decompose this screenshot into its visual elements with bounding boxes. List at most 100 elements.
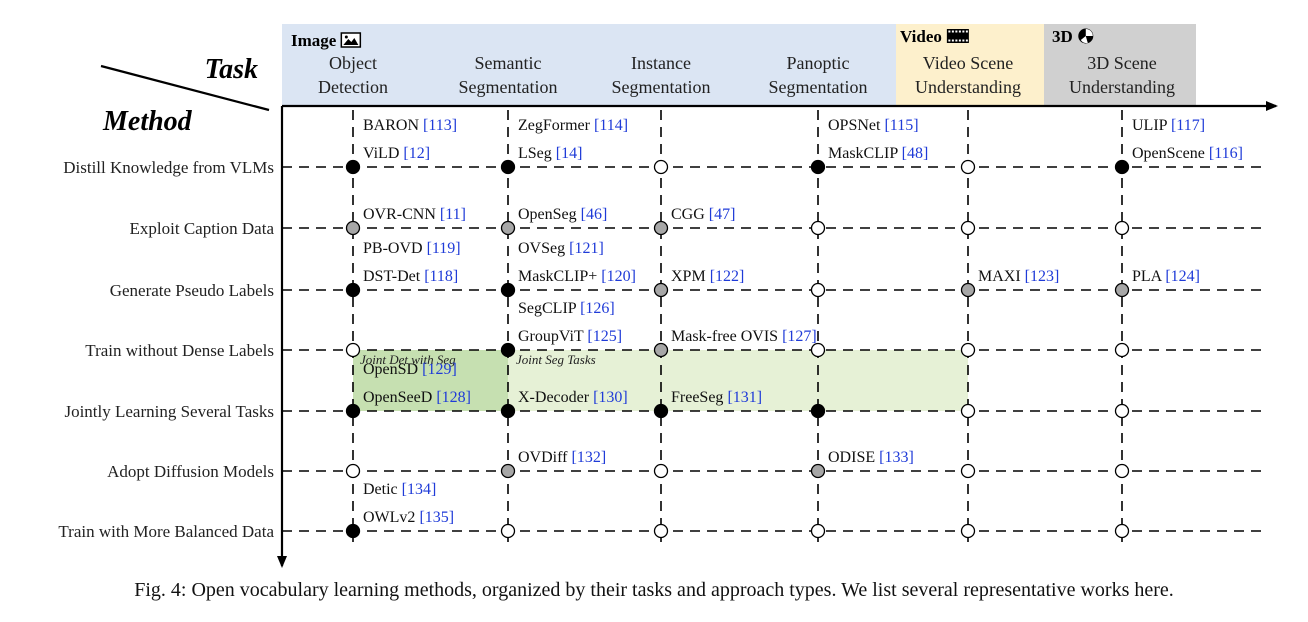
method-name: MaskCLIP bbox=[828, 145, 902, 162]
dot-black-r5-c3 bbox=[653, 403, 669, 419]
corner-diagonal-line bbox=[100, 64, 270, 112]
method-name: OWLv2 bbox=[363, 509, 419, 526]
dot-black-r1-c2 bbox=[500, 159, 516, 175]
task-axis-label: Task bbox=[205, 54, 258, 85]
method-name: Mask-free OVIS bbox=[671, 328, 782, 345]
citation-ref: [116] bbox=[1209, 145, 1243, 162]
dot-gray-r4-c3 bbox=[653, 342, 669, 358]
dot-white-r6-c3 bbox=[653, 463, 669, 479]
method-label-segclip: SegCLIP [126] bbox=[518, 300, 615, 317]
method-name: ULIP bbox=[1132, 117, 1171, 134]
column-header-video-scene-understanding-line1: Video Scene bbox=[923, 53, 1013, 73]
group-label-3d: 3D bbox=[1052, 27, 1073, 46]
column-header-3d-scene-understanding-line2: Understanding bbox=[1069, 77, 1175, 97]
method-name: GroupViT bbox=[518, 328, 587, 345]
method-label-x-decoder: X-Decoder [130] bbox=[518, 389, 628, 406]
method-name: MaskCLIP+ bbox=[518, 268, 601, 285]
dot-gray-r6-c2 bbox=[500, 463, 516, 479]
method-name: X-Decoder bbox=[518, 389, 593, 406]
dot-black-r5-c1 bbox=[345, 403, 361, 419]
joint-det-with-seg-region bbox=[353, 350, 508, 411]
citation-ref: [46] bbox=[581, 206, 608, 223]
globe-icon bbox=[1078, 28, 1094, 44]
method-label-pb-ovd: PB-OVD [119] bbox=[363, 240, 461, 257]
method-name: OpenSD bbox=[363, 361, 422, 378]
citation-ref: [118] bbox=[424, 268, 458, 285]
row-label-jointly-learning-several-tasks: Jointly Learning Several Tasks bbox=[64, 402, 274, 421]
method-label-xpm: XPM [122] bbox=[671, 268, 744, 285]
citation-ref: [121] bbox=[569, 240, 604, 257]
row-label-exploit-caption-data: Exploit Caption Data bbox=[130, 219, 275, 238]
method-name: OpenSeeD bbox=[363, 389, 436, 406]
method-name: XPM bbox=[671, 268, 710, 285]
column-header-instance-segmentation-line1: Instance bbox=[631, 53, 691, 73]
taxonomy-diagram: Image Video 3D Object Detection Semantic Segme… bbox=[58, 24, 1278, 568]
method-label-ulip: ULIP [117] bbox=[1132, 117, 1205, 134]
citation-ref: [11] bbox=[440, 206, 466, 223]
citation-ref: [127] bbox=[782, 328, 817, 345]
method-label-maxi: MAXI [123] bbox=[978, 268, 1059, 285]
dot-gray-r3-c3 bbox=[653, 282, 669, 298]
figure-caption: Fig. 4: Open vocabulary learning methods… bbox=[134, 579, 1174, 601]
dot-white-r4-c6 bbox=[1114, 342, 1130, 358]
method-label-odise: ODISE [133] bbox=[828, 449, 914, 466]
citation-ref: [114] bbox=[594, 117, 628, 134]
dot-white-r6-c6 bbox=[1114, 463, 1130, 479]
dot-white-r2-c4 bbox=[810, 220, 826, 236]
method-label-ovr-cnn: OVR-CNN [11] bbox=[363, 206, 466, 223]
method-name: CGG bbox=[671, 206, 709, 223]
method-name: OPSNet bbox=[828, 117, 884, 134]
method-name: DST-Det bbox=[363, 268, 424, 285]
method-name: ViLD bbox=[363, 145, 403, 162]
dot-white-r2-c6 bbox=[1114, 220, 1130, 236]
method-name: ODISE bbox=[828, 449, 879, 466]
dot-black-r1-c6 bbox=[1114, 159, 1130, 175]
method-label-maskclip: MaskCLIP+ [120] bbox=[518, 268, 636, 285]
dot-black-r5-c2 bbox=[500, 403, 516, 419]
method-name: OpenSeg bbox=[518, 206, 581, 223]
column-header-semantic-segmentation-line1: Semantic bbox=[475, 53, 542, 73]
citation-ref: [128] bbox=[436, 389, 471, 406]
method-name: Detic bbox=[363, 481, 402, 498]
dot-white-r7-c3 bbox=[653, 523, 669, 539]
dot-white-r7-c4 bbox=[810, 523, 826, 539]
citation-ref: [48] bbox=[902, 145, 929, 162]
method-label-detic: Detic [134] bbox=[363, 481, 436, 498]
video-tasks-band bbox=[896, 24, 1044, 106]
method-label-lseg: LSeg [14] bbox=[518, 145, 582, 162]
dot-white-r1-c5 bbox=[960, 159, 976, 175]
film-strip-icon bbox=[946, 29, 969, 43]
method-name: PLA bbox=[1132, 268, 1165, 285]
method-name: PB-OVD bbox=[363, 240, 427, 257]
column-header-panoptic-segmentation-line2: Segmentation bbox=[769, 77, 868, 97]
image-tasks-band bbox=[282, 24, 896, 106]
dot-white-r7-c2 bbox=[500, 523, 516, 539]
dot-white-r7-c5 bbox=[960, 523, 976, 539]
column-header-instance-segmentation-line2: Segmentation bbox=[612, 77, 711, 97]
dot-gray-r6-c4 bbox=[810, 463, 826, 479]
method-label-groupvit: GroupViT [125] bbox=[518, 328, 622, 345]
column-header-3d-scene-understanding-line1: 3D Scene bbox=[1087, 53, 1156, 73]
region-label-joint-seg-tasks: Joint Seg Tasks bbox=[516, 352, 596, 367]
method-name: OpenScene bbox=[1132, 145, 1209, 162]
citation-ref: [125] bbox=[587, 328, 622, 345]
citation-ref: [135] bbox=[419, 509, 454, 526]
dot-gray-r3-c6 bbox=[1114, 282, 1130, 298]
dot-gray-r2-c1 bbox=[345, 220, 361, 236]
citation-ref: [126] bbox=[580, 300, 615, 317]
citation-ref: [12] bbox=[403, 145, 430, 162]
citation-ref: [132] bbox=[571, 449, 606, 466]
method-label-openseed: OpenSeeD [128] bbox=[363, 389, 471, 406]
method-label-maskclip: MaskCLIP [48] bbox=[828, 145, 928, 162]
dot-white-r7-c6 bbox=[1114, 523, 1130, 539]
dot-white-r5-c6 bbox=[1114, 403, 1130, 419]
dot-white-r3-c4 bbox=[810, 282, 826, 298]
method-label-openscene: OpenScene [116] bbox=[1132, 145, 1243, 162]
column-header-semantic-segmentation-line2: Segmentation bbox=[459, 77, 558, 97]
citation-ref: [120] bbox=[601, 268, 636, 285]
dot-black-r5-c4 bbox=[810, 403, 826, 419]
dot-black-r3-c1 bbox=[345, 282, 361, 298]
method-label-dst-det: DST-Det [118] bbox=[363, 268, 458, 285]
citation-ref: [131] bbox=[727, 389, 762, 406]
dot-white-r5-c5 bbox=[960, 403, 976, 419]
